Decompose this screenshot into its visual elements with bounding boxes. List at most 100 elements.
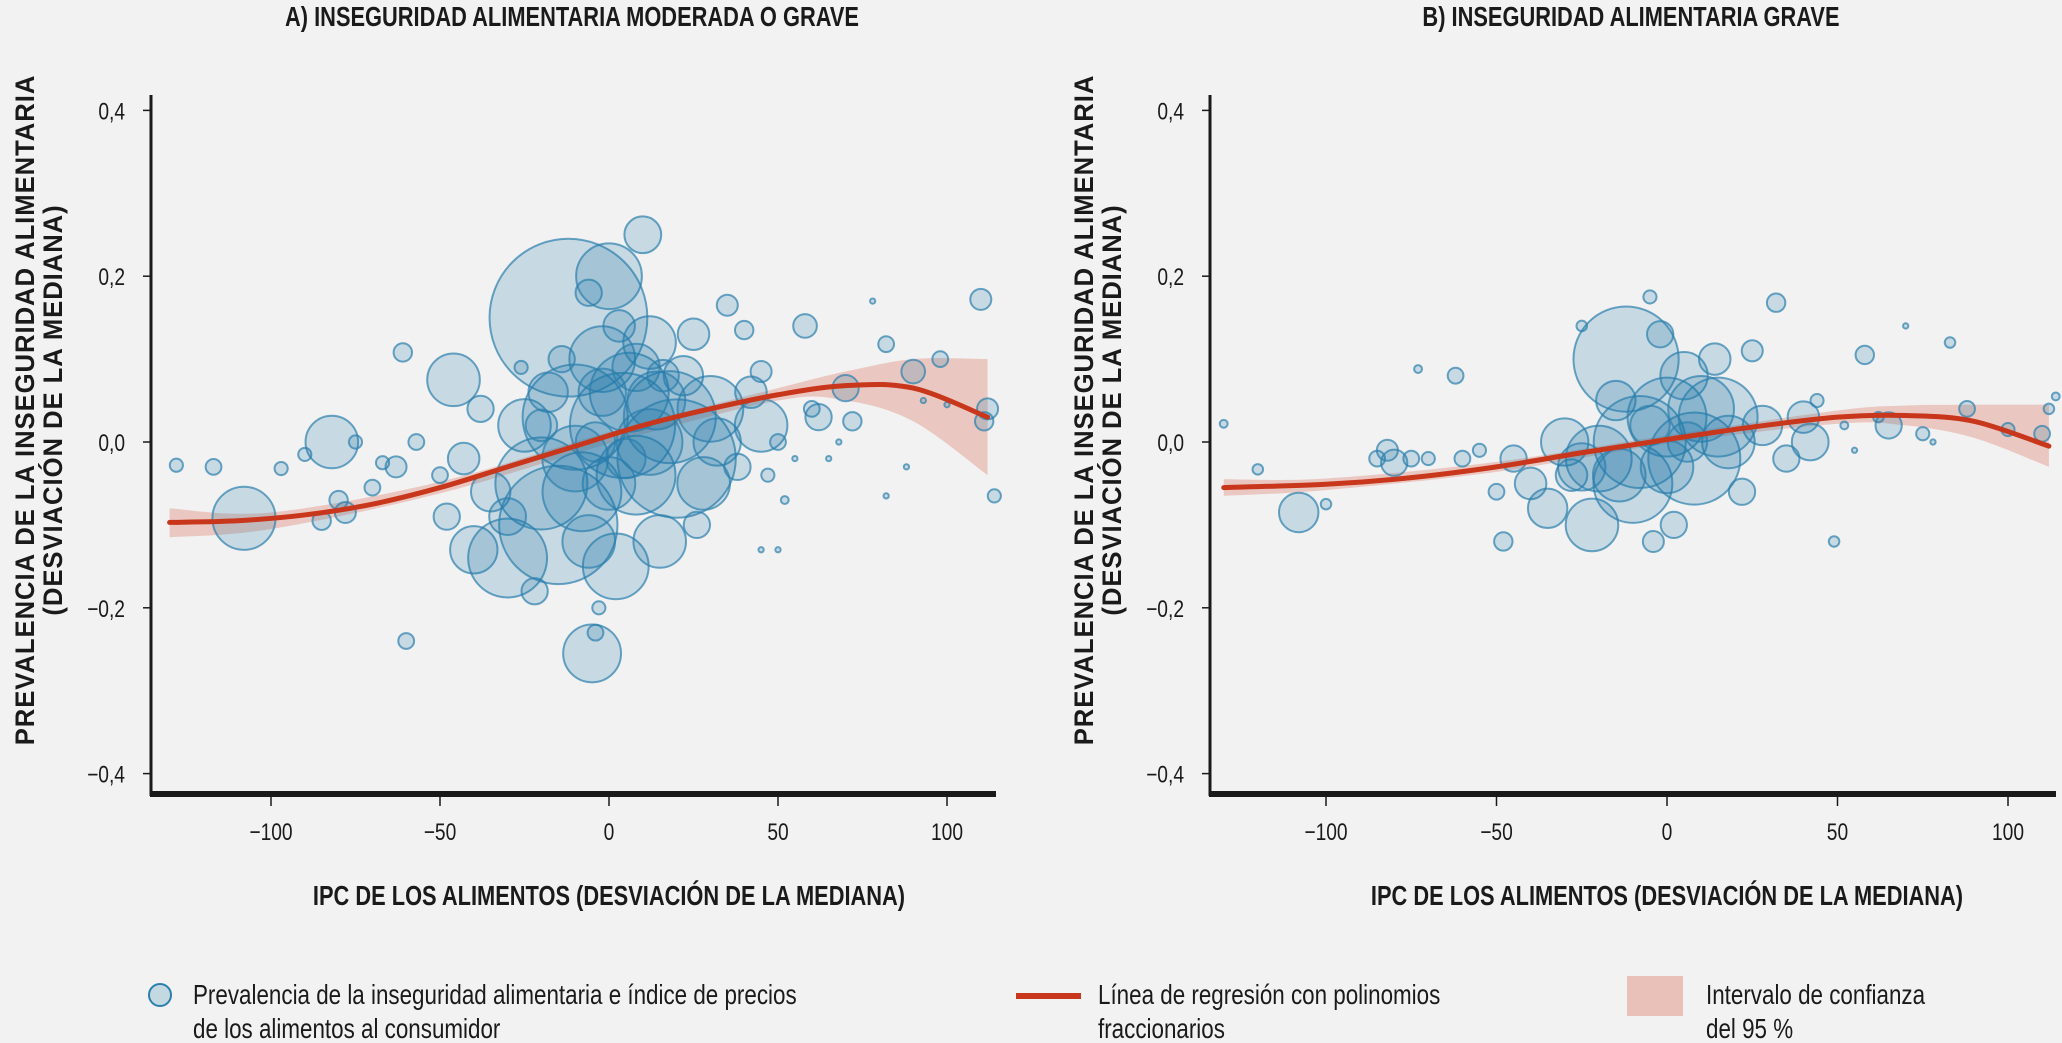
legend-regression-label-1: Línea de regresión con polinomios: [1098, 980, 1440, 1011]
panel-a-xtick-label-4: 100: [931, 818, 963, 846]
panel-a-xtick-label-1: −50: [424, 818, 457, 846]
panel-b-bubble-12: [1471, 442, 1488, 458]
panel-b-bubble-52: [1915, 426, 1931, 442]
panel-b-bubble-31: [1659, 510, 1688, 540]
panel-b-bubble-35: [1697, 342, 1732, 376]
panel-a-bubble-82: [513, 359, 529, 375]
panel-b-bubble-43: [1790, 422, 1830, 462]
panel-a-bubble-25: [520, 577, 549, 606]
panel-b-xtick-label-2: 0: [1662, 818, 1673, 846]
panel-a-bubble-19: [446, 441, 481, 476]
panel-a-bubble-12: [384, 455, 408, 479]
panel-a-bubble-59: [779, 495, 790, 505]
panel-a-bubble-98: [524, 408, 559, 443]
panel-b-bubble-3: [1319, 497, 1333, 511]
panel-a-bubble-14: [392, 342, 414, 363]
panel-b-bubble-24: [1572, 305, 1680, 413]
panel-b-bubble-38: [1740, 339, 1764, 363]
panel-b-bubble-44: [1809, 392, 1825, 409]
panel-a-title: A) INSEGURIDAD ALIMENTARIA MODERADA O GR…: [285, 1, 859, 32]
panel-a-bubble-60: [791, 454, 799, 463]
panel-a-bubble-34: [591, 600, 607, 616]
panel-a-bubble-15: [407, 433, 426, 451]
panel-b-bubble-1: [1251, 463, 1265, 476]
panel-a-xtick-label-3: 50: [767, 818, 788, 846]
panel-a-bubble-88: [682, 510, 712, 540]
panel-a-bubble-43: [632, 514, 688, 569]
panel-b-bubble-48: [1854, 344, 1875, 366]
panel-a-bubble-67: [842, 411, 863, 432]
panel-a-bubble-73: [919, 396, 927, 405]
panel-a-bubble-53: [733, 319, 755, 341]
panel-a-bubble-68: [869, 297, 877, 305]
panel-a-bubble-23: [467, 517, 549, 599]
panel-b-xlabel: IPC DE LOS ALIMENTOS (DESVIACIÓN DE LA M…: [1371, 878, 1963, 911]
panel-b-title: B) INSEGURIDAD ALIMENTARIA GRAVE: [1422, 1, 1839, 32]
panel-a-bubble-83: [547, 344, 576, 374]
panel-b-xtick-label-0: −100: [1304, 818, 1347, 846]
panel-a-bubble-79: [986, 488, 1002, 504]
panel-b-regression-line: [1221, 412, 2052, 491]
panel-a-bubble-69: [877, 335, 896, 354]
panel-b-bubble-0: [1218, 418, 1229, 429]
panel-a-bubble-48: [676, 456, 731, 511]
panel-b-bubble-8: [1413, 364, 1424, 374]
panel-a-bubble-86: [626, 370, 687, 431]
panel-a-bubble-89: [488, 497, 528, 537]
panel-a-bubble-47: [676, 317, 711, 352]
panel-a-bubble-58: [769, 433, 787, 451]
panel-b-bubble-6: [1380, 448, 1409, 477]
panel-a-bubble-27: [498, 464, 619, 586]
panel-a-bubble-13: [397, 632, 416, 650]
panel-b-bubble-37: [1727, 477, 1757, 506]
panel-a-xtick-label-2: 0: [604, 818, 615, 846]
panel-b-xtick-label-4: 100: [1992, 818, 2024, 846]
panel-b-xtick-label-3: 50: [1827, 818, 1848, 846]
panel-b-ytick-label-0: 0,4: [1157, 97, 1184, 125]
panel-b: B) INSEGURIDAD ALIMENTARIA GRAVE PREVALE…: [1068, 1, 2061, 912]
panel-a-bubble-71: [902, 463, 911, 471]
panel-a-bubble-41: [623, 215, 663, 255]
panel-a-ytick-label-4: −0,4: [87, 761, 125, 789]
panel-a-bubble-97: [646, 358, 680, 393]
panel-b-bubble-27: [1642, 289, 1658, 305]
panel-b-bubble-2: [1277, 491, 1320, 534]
panel-b-bubble-58: [2042, 402, 2056, 416]
panel-b-bubble-7: [1402, 449, 1421, 468]
panel-a-bubble-26: [494, 436, 589, 531]
panel-a-ytick-label-2: 0,0: [98, 429, 125, 457]
panel-b-bubble-59: [2050, 391, 2061, 402]
panel-b-xtick-label-1: −50: [1480, 818, 1513, 846]
panel-b-bubble-50: [1874, 411, 1903, 440]
legend-regression-label-2: fraccionarios: [1098, 1014, 1225, 1043]
panel-a-bubble-52: [723, 452, 752, 482]
panel-a-bubble-74: [931, 350, 950, 368]
panel-b-bubble-17: [1526, 487, 1569, 530]
panel-a-bubble-9: [347, 434, 364, 450]
panel-a-bubble-87: [561, 514, 617, 569]
panel-a: A) INSEGURIDAD ALIMENTARIA MODERADA O GR…: [9, 1, 1002, 912]
panel-b-ytick-label-3: −0,2: [1146, 595, 1184, 623]
panel-b-ytick-label-1: 0,2: [1157, 263, 1184, 291]
panel-a-bubble-55: [749, 360, 773, 384]
panel-a-regression-line: [167, 381, 991, 525]
panel-b-ylabel-line1: PREVALENCIA DE LA INSEGURIDAD ALIMENTARI…: [1068, 75, 1099, 746]
panel-a-xlabel: IPC DE LOS ALIMENTOS (DESVIACIÓN DE LA M…: [313, 878, 905, 911]
panel-a-bubble-33: [586, 623, 605, 642]
panel-b-bubble-33: [1647, 411, 1742, 506]
panel-b-bubble-47: [1850, 446, 1859, 454]
panel-a-bubble-84: [602, 309, 636, 343]
panel-a-bubble-51: [715, 293, 739, 317]
legend-ci-swatch: [1627, 976, 1683, 1016]
panel-a-bubble-64: [825, 454, 833, 463]
panel-a-bubble-85: [527, 371, 569, 413]
panel-b-bubble-54: [1943, 336, 1957, 349]
panel-a-confidence-band: [169, 358, 988, 538]
panel-a-bubble-57: [760, 467, 776, 483]
panel-a-bubble-31: [574, 278, 603, 307]
panel-b-bubble-14: [1493, 531, 1514, 552]
panel-a-ylabel-line1: PREVALENCIA DE LA INSEGURIDAD ALIMENTARI…: [9, 75, 40, 746]
panel-a-bubble-91: [577, 367, 627, 417]
panel-a-bubble-21: [466, 394, 495, 423]
legend: Prevalencia de la inseguridad alimentari…: [148, 976, 1926, 1043]
